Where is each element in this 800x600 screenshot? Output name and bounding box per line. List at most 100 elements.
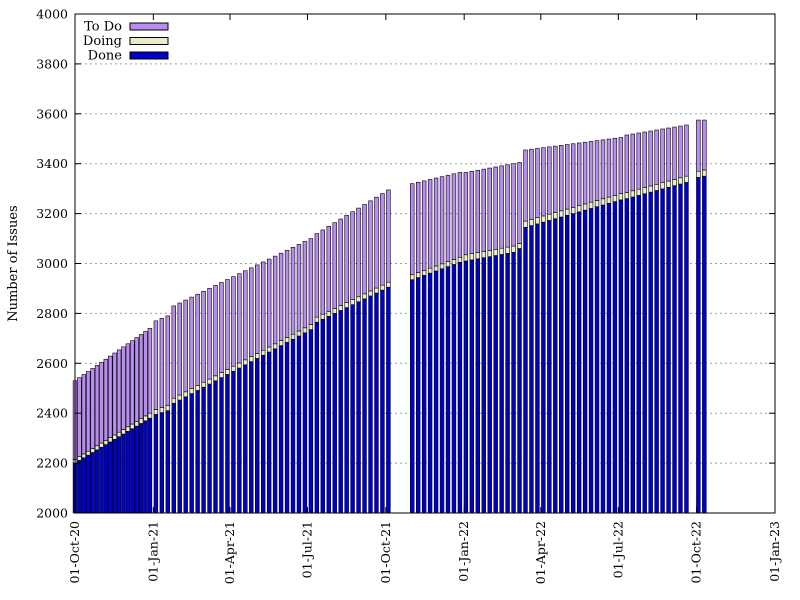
bar-done [493, 255, 498, 514]
bar-done [535, 223, 540, 514]
x-tick-label: 01-Jan-23 [767, 521, 782, 582]
bar-todo [529, 148, 534, 220]
bar-done [103, 444, 109, 514]
bar-done [582, 209, 588, 514]
bar-doing [272, 343, 278, 350]
bar-doing [213, 375, 218, 382]
bar-todo [284, 249, 290, 338]
bar-done [130, 428, 135, 514]
bar-todo [612, 137, 618, 196]
bar-done [541, 221, 546, 514]
bar-done [165, 410, 171, 514]
bar-todo [94, 365, 100, 447]
bar-todo [535, 148, 540, 218]
bar-doing [570, 207, 576, 214]
bar-doing [487, 250, 492, 257]
bar-done [457, 261, 463, 514]
bar-doing [702, 169, 707, 177]
bar-done [308, 329, 314, 514]
bar-doing [517, 243, 522, 249]
bar-done [666, 186, 671, 514]
bar-done [702, 175, 707, 514]
bar-todo [125, 343, 131, 428]
bar-done [183, 396, 188, 514]
bar-doing [362, 293, 367, 300]
bar-done [153, 414, 159, 514]
bar-doing [660, 182, 665, 190]
bar-done [138, 423, 144, 514]
bar-doing [654, 183, 659, 191]
bar-done [606, 203, 612, 514]
bar-todo [421, 180, 427, 271]
bar-doing [255, 353, 260, 359]
bar-todo [153, 320, 159, 410]
bar-doing [588, 201, 594, 209]
bar-doing [326, 311, 331, 317]
bar-doing [600, 198, 606, 206]
bar-doing [684, 175, 689, 183]
bar-doing [121, 429, 126, 435]
bar-done [99, 446, 104, 514]
bar-todo [600, 139, 606, 200]
bar-doing [493, 249, 498, 256]
bar-todo [660, 128, 665, 183]
bar-done [630, 196, 635, 514]
bar-todo [147, 328, 153, 414]
bar-done [660, 188, 665, 514]
bar-done [570, 213, 576, 514]
bar-done [143, 420, 148, 514]
bar-doing [535, 217, 540, 225]
bar-done [213, 380, 218, 514]
bar-doing [302, 327, 308, 334]
x-tick-label: 01-Jul-22 [610, 521, 625, 578]
bar-done [499, 254, 504, 514]
bar-doing [457, 256, 463, 263]
bar-done [427, 272, 433, 514]
bar-done [684, 182, 689, 514]
bar-todo [702, 119, 707, 171]
bar-todo [618, 137, 624, 194]
bar-done [314, 321, 320, 514]
bar-doing [469, 253, 475, 261]
bar-doing [231, 365, 236, 372]
bar-doing [266, 346, 272, 353]
bar-doing [368, 290, 373, 297]
y-tick-label: 2800 [36, 306, 68, 321]
y-axis-ticks: 2000 2200 2400 2600 2800 3000 3200 3400 3600 3800… [36, 7, 775, 521]
bar-done [326, 316, 331, 514]
bar-done [225, 374, 230, 514]
bar-todo [362, 204, 367, 295]
bar-done [511, 251, 516, 514]
bar-todo [272, 255, 278, 345]
bar-done [249, 361, 254, 514]
bar-todo [121, 346, 126, 430]
legend-swatch [129, 51, 169, 60]
bar-doing [260, 349, 266, 356]
bar-doing [553, 212, 558, 220]
bar-doing [338, 305, 343, 311]
bar-doing [374, 287, 379, 294]
bar-doing [134, 421, 139, 427]
bar-todo [249, 267, 254, 357]
bar-todo [90, 368, 95, 449]
bar-done [108, 441, 113, 514]
legend-label: To Do [84, 20, 122, 35]
bar-done [255, 358, 260, 514]
bar-todo [290, 247, 296, 335]
bar-done [86, 454, 91, 514]
bar-done [368, 295, 373, 514]
bar-todo [523, 149, 528, 222]
bar-todo [570, 143, 576, 208]
y-axis-title: Number of Issues [6, 205, 21, 321]
bar-todo [505, 164, 510, 248]
bar-done [189, 393, 194, 514]
bar-todo [143, 331, 148, 417]
bar-doing [636, 188, 641, 196]
bar-doing [278, 340, 284, 346]
bar-done [469, 259, 475, 514]
bar-todo [374, 196, 379, 289]
bar-doing [130, 423, 135, 430]
bar-done [290, 338, 296, 514]
bar-doing [177, 394, 182, 401]
bar-todo [171, 305, 176, 399]
